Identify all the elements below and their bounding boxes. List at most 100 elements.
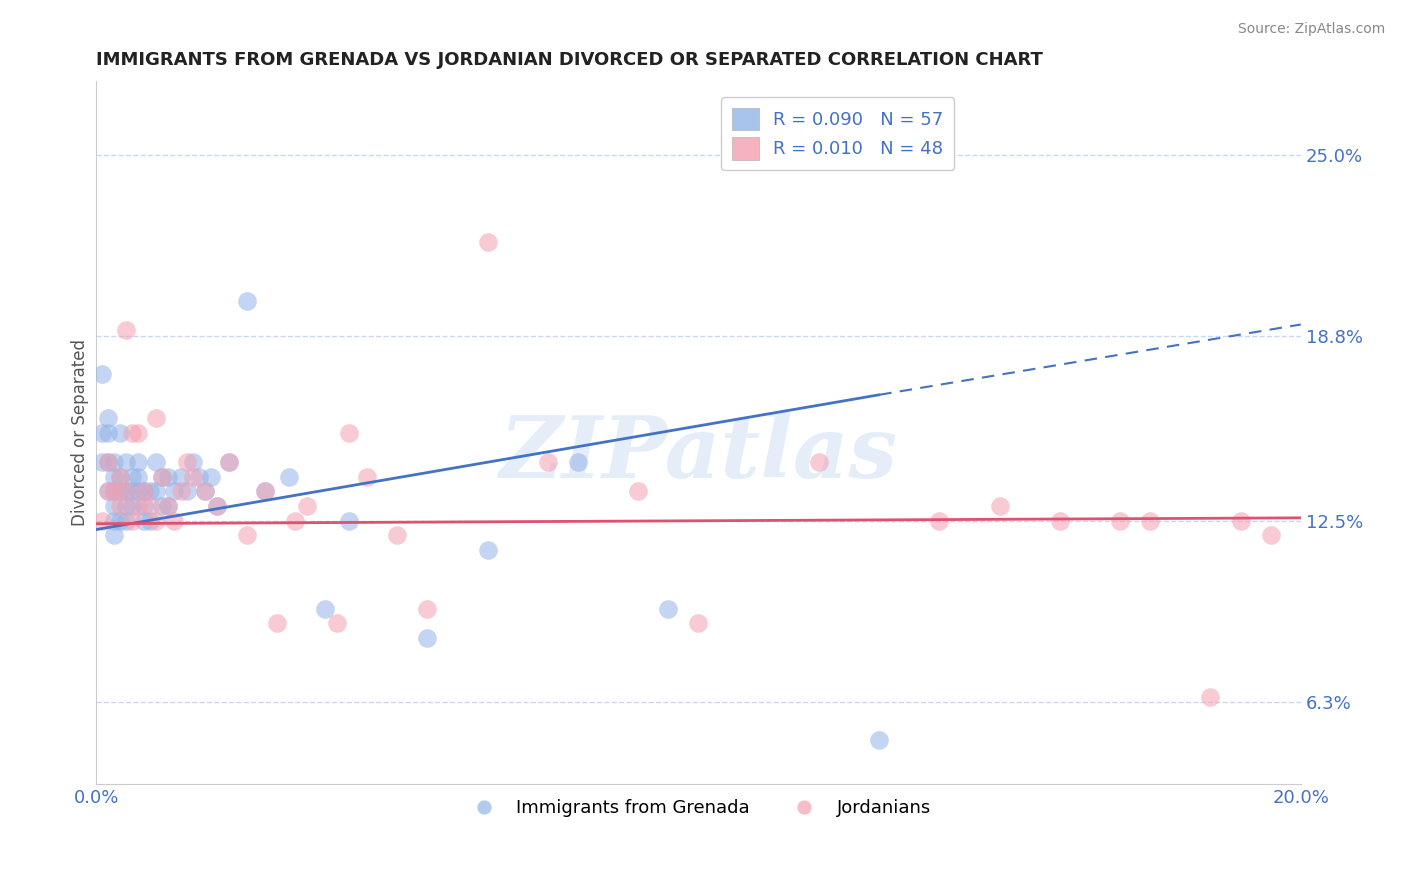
Point (127, 470, 149, 484)
Point (127, 484, 149, 499)
Point (416, 631, 439, 645)
Point (103, 470, 125, 484)
Point (91, 455, 114, 469)
Point (139, 514, 162, 528)
Point (110, 470, 132, 484)
Point (103, 455, 125, 469)
Point (121, 514, 143, 528)
Point (157, 499, 180, 513)
Point (115, 514, 138, 528)
Point (218, 455, 240, 469)
Point (91, 368, 114, 382)
Point (988, 499, 1011, 513)
Point (277, 470, 299, 484)
Point (110, 499, 132, 513)
Point (356, 470, 378, 484)
Point (145, 484, 167, 499)
Point (127, 455, 149, 469)
Point (110, 425, 132, 440)
Point (97, 484, 120, 499)
Point (110, 484, 132, 499)
Text: IMMIGRANTS FROM GRENADA VS JORDANIAN DIVORCED OR SEPARATED CORRELATION CHART: IMMIGRANTS FROM GRENADA VS JORDANIAN DIV… (96, 51, 1043, 69)
Point (181, 455, 204, 469)
Legend: Immigrants from Grenada, Jordanians: Immigrants from Grenada, Jordanians (458, 792, 938, 824)
Point (627, 484, 650, 499)
Point (236, 294, 259, 309)
Point (115, 455, 138, 469)
Point (152, 499, 174, 513)
Text: ZIPatlas: ZIPatlas (499, 412, 897, 496)
Point (103, 484, 125, 499)
Y-axis label: Divorced or Separated: Divorced or Separated (72, 339, 89, 526)
Point (205, 499, 228, 513)
Point (163, 514, 186, 528)
Point (97, 484, 120, 499)
Point (152, 470, 174, 484)
Point (157, 470, 180, 484)
Point (253, 484, 276, 499)
Point (121, 484, 143, 499)
Point (134, 499, 156, 513)
Point (163, 484, 186, 499)
Point (253, 484, 276, 499)
Point (169, 484, 191, 499)
Point (1139, 514, 1161, 528)
Point (103, 514, 125, 528)
Point (110, 514, 132, 528)
Point (115, 323, 138, 337)
Point (134, 484, 156, 499)
Point (200, 470, 222, 484)
Point (181, 470, 204, 484)
Point (387, 528, 409, 542)
Point (284, 514, 307, 528)
Point (477, 235, 499, 250)
Point (91, 425, 114, 440)
Point (110, 470, 132, 484)
Point (266, 616, 288, 631)
Point (1049, 514, 1071, 528)
Point (134, 484, 156, 499)
Point (1229, 514, 1251, 528)
Point (121, 470, 143, 484)
Point (169, 470, 191, 484)
Point (139, 499, 162, 513)
Point (115, 484, 138, 499)
Point (194, 484, 217, 499)
Point (127, 425, 149, 440)
Point (314, 601, 336, 615)
Point (103, 528, 125, 542)
Point (134, 514, 156, 528)
Point (145, 455, 167, 469)
Point (337, 425, 360, 440)
Point (187, 470, 209, 484)
Point (1109, 514, 1132, 528)
Point (97, 455, 120, 469)
Point (176, 455, 198, 469)
Point (537, 455, 560, 469)
Point (103, 484, 125, 499)
Point (127, 499, 149, 513)
Point (139, 484, 162, 499)
Point (868, 733, 890, 747)
Point (97, 411, 120, 425)
Point (1260, 528, 1282, 542)
Point (688, 616, 710, 631)
Point (194, 484, 217, 499)
Point (205, 499, 228, 513)
Point (928, 514, 950, 528)
Point (145, 514, 167, 528)
Point (176, 484, 198, 499)
Point (337, 514, 360, 528)
Point (326, 616, 349, 631)
Point (152, 470, 174, 484)
Point (115, 499, 138, 513)
Point (657, 601, 679, 615)
Point (807, 455, 830, 469)
Point (567, 455, 589, 469)
Point (218, 455, 240, 469)
Point (295, 499, 318, 513)
Point (91, 514, 114, 528)
Point (121, 499, 143, 513)
Point (97, 425, 120, 440)
Point (236, 528, 259, 542)
